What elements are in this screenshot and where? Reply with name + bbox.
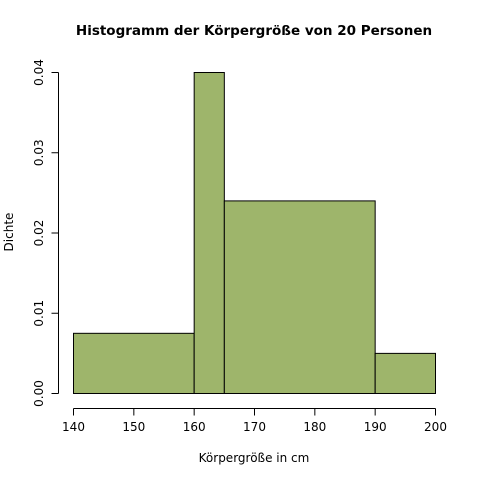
x-tick-label: 200 bbox=[424, 420, 447, 434]
bars-group bbox=[73, 72, 436, 394]
y-tick-label: 0.00 bbox=[32, 380, 46, 407]
histogram-bar-3 bbox=[374, 352, 436, 394]
x-tick-label: 150 bbox=[122, 420, 145, 434]
x-axis-label: Körpergröße in cm bbox=[199, 451, 310, 465]
x-tick-label: 170 bbox=[243, 420, 266, 434]
y-tick-label: 0.01 bbox=[32, 300, 46, 327]
x-tick-label: 160 bbox=[183, 420, 206, 434]
x-tick-label: 190 bbox=[364, 420, 387, 434]
histogram-bar-1 bbox=[193, 72, 225, 394]
x-tick-label: 140 bbox=[62, 420, 85, 434]
y-tick-label: 0.04 bbox=[32, 59, 46, 86]
x-axis: 140 150 160 170 180 190 200 bbox=[62, 408, 447, 434]
y-axis: 0.00 0.01 0.02 0.03 0.04 bbox=[32, 59, 59, 407]
histogram-bar-0 bbox=[73, 332, 195, 394]
x-tick-label: 180 bbox=[303, 420, 326, 434]
y-axis-label: Dichte bbox=[2, 213, 16, 252]
histogram-bar-2 bbox=[223, 200, 376, 394]
chart-title: Histogramm der Körpergröße von 20 Person… bbox=[76, 23, 432, 39]
y-tick-label: 0.03 bbox=[32, 139, 46, 166]
y-tick-label: 0.02 bbox=[32, 220, 46, 247]
